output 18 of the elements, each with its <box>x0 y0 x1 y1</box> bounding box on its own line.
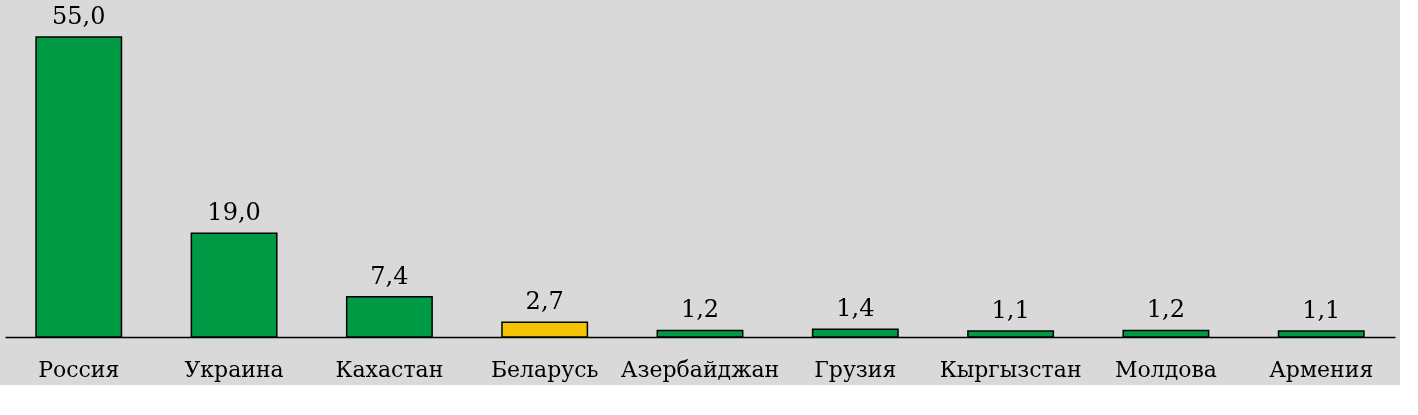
x-tick-label: Азербайджан <box>620 356 780 382</box>
x-tick-label: Россия <box>38 356 120 382</box>
x-tick-label: Кыргызстан <box>939 356 1082 382</box>
data-label: 7,4 <box>370 261 409 290</box>
x-tick-label: Армения <box>1269 356 1374 382</box>
x-tick-label: Украина <box>184 356 284 382</box>
data-label: 1,1 <box>1302 296 1341 324</box>
x-tick-label: Грузия <box>814 356 897 382</box>
data-label: 1,4 <box>836 294 875 323</box>
data-label: 1,1 <box>991 296 1030 324</box>
x-tick-label: Молдова <box>1114 356 1217 382</box>
x-tick-label: Кахастан <box>335 356 444 382</box>
data-label: 1,2 <box>1146 295 1186 324</box>
x-tick-label: Беларусь <box>490 356 599 382</box>
data-label: 19,0 <box>207 198 261 227</box>
data-label: 1,2 <box>680 295 720 324</box>
data-label: 2,7 <box>525 287 564 316</box>
data-label: 55,0 <box>52 2 106 30</box>
